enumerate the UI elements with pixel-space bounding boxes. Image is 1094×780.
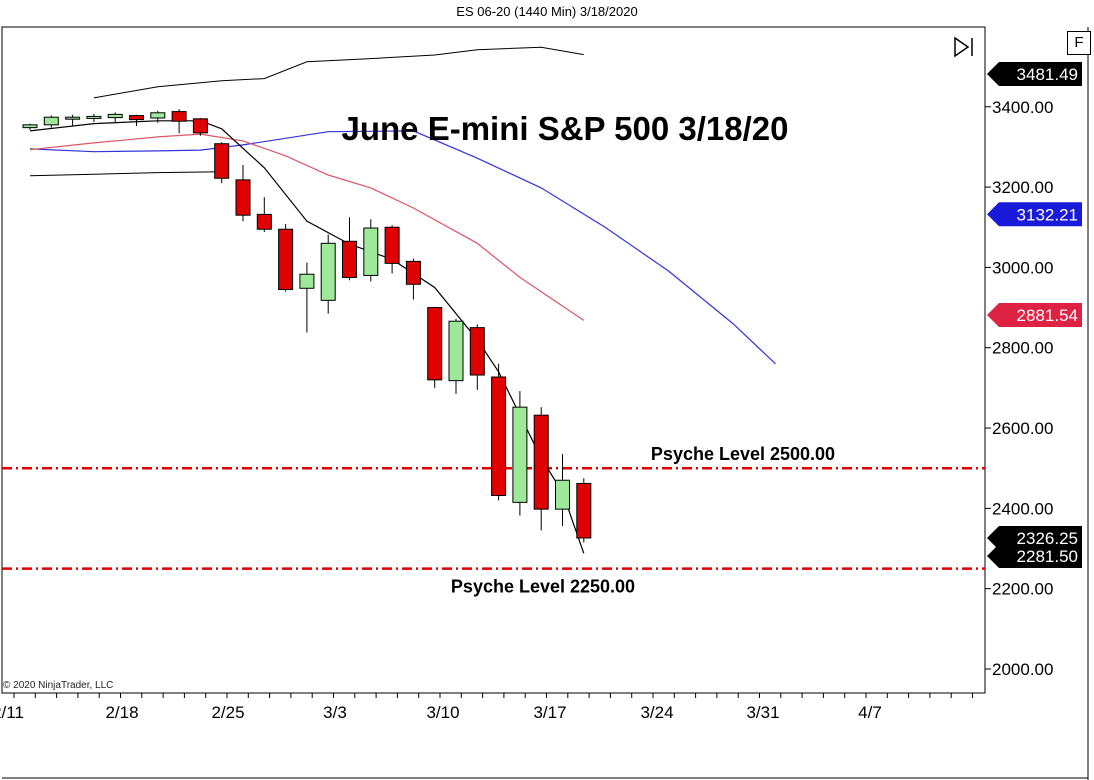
price-flag-shape (987, 202, 1082, 227)
moving-average-line (29, 133, 585, 321)
price-flag: 3481.49 (987, 62, 1082, 87)
candle-down (533, 414, 549, 510)
moving-average-line (29, 130, 776, 365)
psyche-level-label: Psyche Level 2250.00 (451, 577, 635, 597)
window-title: ES 06-20 (1440 Min) 3/18/2020 (456, 4, 638, 19)
candle-down (576, 482, 592, 539)
candle-up (150, 112, 166, 119)
candle-down (129, 115, 144, 121)
y-tick-label: 3400.00 (992, 98, 1053, 117)
y-tick-label: 3000.00 (992, 258, 1053, 277)
f-button[interactable]: F (1067, 31, 1091, 55)
x-tick-label: 3/24 (640, 703, 673, 722)
candle-down (171, 111, 187, 122)
candle-up (107, 113, 123, 119)
candle-up (512, 406, 528, 503)
x-tick-label: 2/25 (211, 703, 244, 722)
y-tick-label: 2400.00 (992, 499, 1053, 518)
y-tick-label: 2800.00 (992, 339, 1053, 358)
y-tick-label: 2600.00 (992, 419, 1053, 438)
candle-down (427, 307, 443, 381)
candle-up (65, 116, 81, 120)
candle-down (469, 327, 485, 376)
candle-up (86, 115, 102, 119)
candle-up (22, 124, 38, 129)
price-flag-label: 2326.25 (1017, 529, 1078, 548)
price-flag-label: 3481.49 (1017, 65, 1078, 84)
x-tick-label: 4/7 (858, 703, 882, 722)
candle-down (491, 376, 507, 497)
price-flag: 2881.54 (987, 302, 1082, 327)
scroll-arrow-shape (954, 36, 970, 58)
x-tick-label: 3/3 (323, 703, 347, 722)
x-tick-label: 3/31 (746, 703, 779, 722)
price-flag-label: 2281.50 (1017, 547, 1078, 566)
candle-down (192, 118, 208, 134)
candle-down (256, 213, 272, 230)
chart-title: June E-mini S&P 500 3/18/20 (342, 110, 789, 147)
price-flag: 2326.25 (987, 525, 1082, 550)
x-tick-label: 3/17 (533, 703, 566, 722)
candle-down (405, 260, 421, 285)
candle-up (555, 479, 570, 510)
price-flag-shape (987, 302, 1082, 327)
x-tick-label: 2/11 (0, 703, 24, 722)
price-flag-shape (987, 525, 1082, 550)
candle-down (214, 143, 230, 179)
plot-border (1, 26, 986, 694)
candle-up (363, 227, 379, 276)
y-tick-label: 2000.00 (992, 660, 1053, 679)
y-tick-label: 3200.00 (992, 178, 1053, 197)
psyche-level-label: Psyche Level 2500.00 (651, 444, 835, 464)
price-flag-label: 3132.21 (1017, 205, 1078, 224)
copyright-text: © 2020 NinjaTrader, LLC (3, 680, 114, 691)
bollinger-upper-line (93, 46, 584, 99)
x-tick-label: 3/10 (426, 703, 459, 722)
price-flag-shape (987, 62, 1082, 87)
candle-up (320, 242, 336, 301)
y-tick-label: 2200.00 (992, 580, 1053, 599)
candle-down (235, 179, 251, 216)
candle-up (299, 273, 315, 289)
scroll-to-end-icon[interactable] (954, 36, 973, 58)
price-flag: 3132.21 (987, 202, 1082, 227)
x-tick-label: 2/18 (105, 703, 138, 722)
candle-down (384, 226, 400, 264)
candle-up (43, 116, 59, 126)
candle-down (278, 228, 294, 290)
price-flag-label: 2881.54 (1017, 306, 1078, 325)
candle-down (342, 240, 357, 278)
candle-up (448, 320, 464, 382)
bollinger-lower-line (29, 171, 222, 177)
